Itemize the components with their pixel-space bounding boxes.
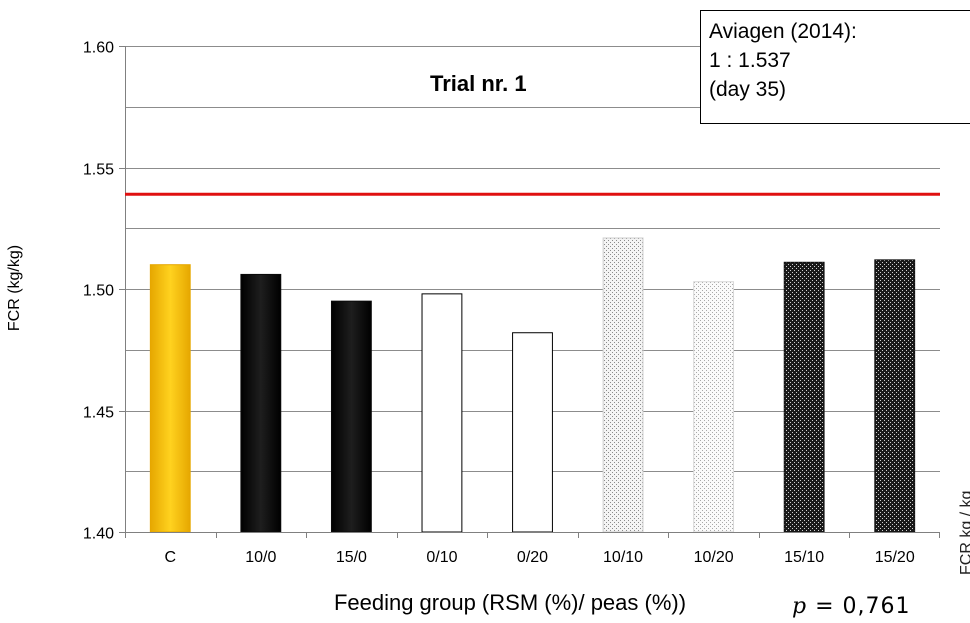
y-tick-label: 1.55 (83, 162, 114, 179)
bar-15-10 (783, 261, 825, 533)
bar-15-20 (874, 259, 916, 533)
axes: 1.40 1.45 1.50 1.55 1.60 C 10/0 15/0 0/10 0/20 10/… (83, 40, 940, 566)
bar-0-10 (421, 293, 463, 533)
y-axis-title: FCR (kg/kg) (6, 244, 23, 332)
bar-10-20 (693, 281, 735, 533)
cropped-axis-label: FCR kg / kg (958, 490, 970, 575)
x-tick-label: 0/10 (426, 549, 457, 566)
bar-10-10 (602, 237, 644, 533)
y-tick-label: 1.40 (83, 526, 114, 543)
x-tick-label: 10/0 (245, 549, 276, 566)
bar-10-0 (240, 273, 282, 533)
x-tick-label: 15/10 (784, 549, 824, 566)
aviagen-annotation-box: Aviagen (2014): 1 : 1.537 (day 35) (700, 10, 970, 124)
p-symbol: p (792, 594, 808, 619)
annotation-line-1: Aviagen (2014): (709, 20, 857, 43)
annotation-line-3: (day 35) (709, 78, 787, 101)
y-tick-label: 1.50 (83, 283, 114, 300)
x-tick-label: 15/20 (875, 549, 915, 566)
p-value-label: p = 0,761 (792, 594, 911, 619)
x-tick-label: 10/10 (603, 549, 643, 566)
annotation-line-2: 1 : 1.537 (709, 49, 791, 72)
x-axis-title: Feeding group (RSM (%)/ peas (%)) (333, 590, 687, 615)
bar-0-20 (512, 332, 553, 533)
y-tick-label: 1.60 (83, 40, 114, 57)
p-value-text: = 0,761 (815, 594, 911, 619)
bar-15-0 (330, 300, 372, 533)
bar-C (149, 264, 191, 533)
x-tick-label: 15/0 (336, 549, 367, 566)
y-tick-label: 1.45 (83, 405, 114, 422)
x-tick-label: 0/20 (517, 549, 548, 566)
x-tick-label: 10/20 (694, 549, 734, 566)
bars (149, 237, 916, 533)
x-tick-label: C (164, 549, 176, 566)
chart-title: Trial nr. 1 (430, 71, 527, 96)
